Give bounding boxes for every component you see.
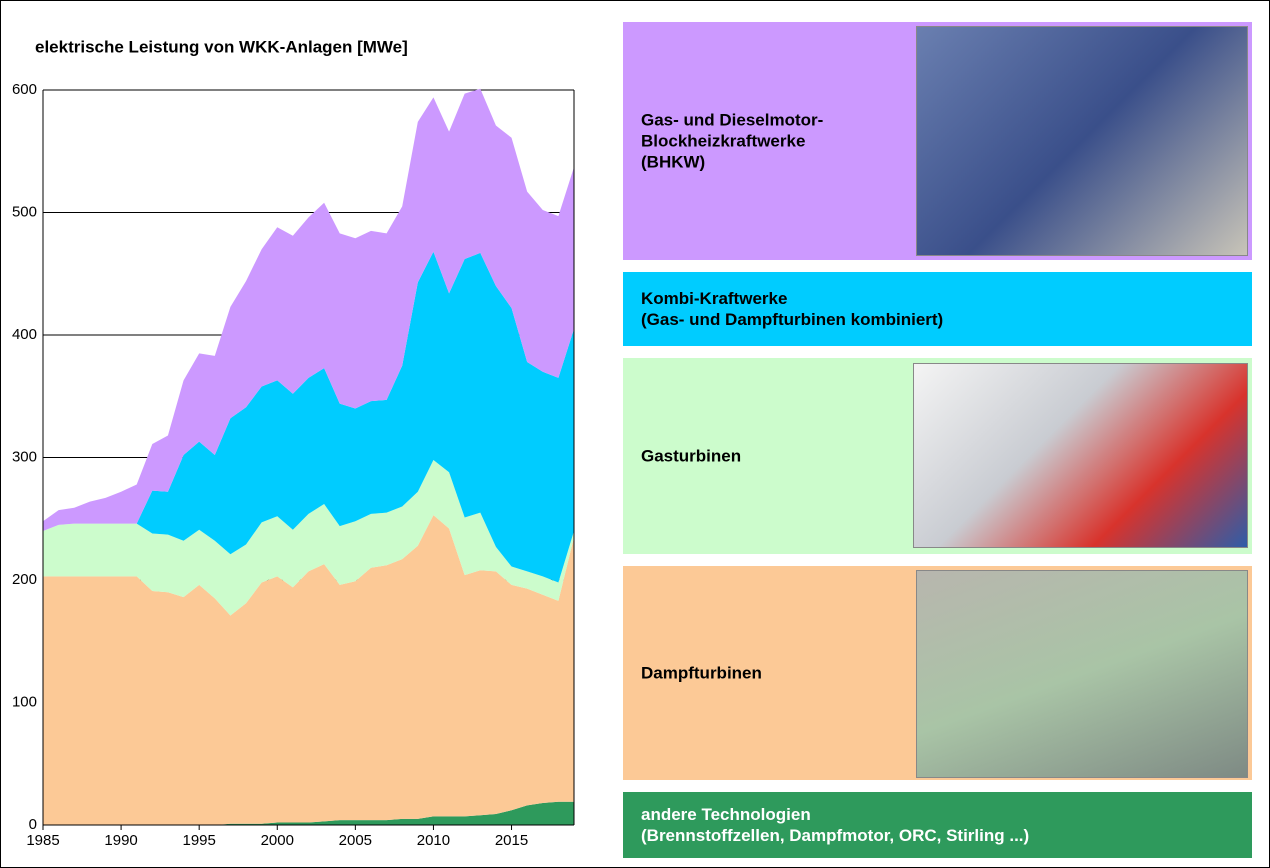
legend-panel: Kombi-Kraftwerke (Gas- und Dampfturbinen… <box>623 272 1252 346</box>
x-tick-label: 2010 <box>417 832 450 849</box>
y-tick-label: 300 <box>12 448 37 465</box>
x-tick-label: 2000 <box>261 832 294 849</box>
legend-panel: Dampfturbinen <box>623 566 1252 780</box>
y-tick-label: 100 <box>12 693 37 710</box>
area <box>43 515 574 825</box>
axes: 0 100 200 300 400 500 600 1985 1990 1995 2000 2005 2… <box>12 81 575 849</box>
x-tick-label: 2015 <box>495 832 528 849</box>
x-tick-label: 2005 <box>339 832 372 849</box>
legend-panel: Gas- und Dieselmotor- Blockheizkraftwerk… <box>623 22 1252 260</box>
photo <box>916 26 1248 256</box>
y-tick-label: 200 <box>12 571 37 588</box>
chart-title: elektrische Leistung von WKK-Anlagen [MW… <box>35 37 408 56</box>
y-tick-label: 400 <box>12 326 37 343</box>
area <box>43 801 574 825</box>
legend-label: Gas- und Dieselmotor- Blockheizkraftwerk… <box>641 110 824 172</box>
legend-label: andere Technologien (Brennstoffzellen, D… <box>641 805 1030 845</box>
y-tick-label: 600 <box>12 81 37 98</box>
x-tick-label: 1985 <box>26 832 59 849</box>
x-tick-label: 1990 <box>104 832 137 849</box>
legend-panel: andere Technologien (Brennstoffzellen, D… <box>623 792 1252 858</box>
area <box>43 459 574 616</box>
area <box>43 88 574 532</box>
legend-label: Gasturbinen <box>641 446 742 466</box>
y-tick-label: 0 <box>29 816 37 833</box>
photo <box>916 570 1248 778</box>
y-tick-label: 500 <box>12 203 37 220</box>
area <box>43 251 574 583</box>
legend-panel: Gasturbinen <box>623 358 1252 554</box>
legend-label: Dampfturbinen <box>641 663 762 683</box>
x-tick-label: 1995 <box>182 832 215 849</box>
photo <box>913 363 1248 548</box>
legend-label: Kombi-Kraftwerke (Gas- und Dampfturbinen… <box>641 289 944 329</box>
areas <box>43 88 574 825</box>
